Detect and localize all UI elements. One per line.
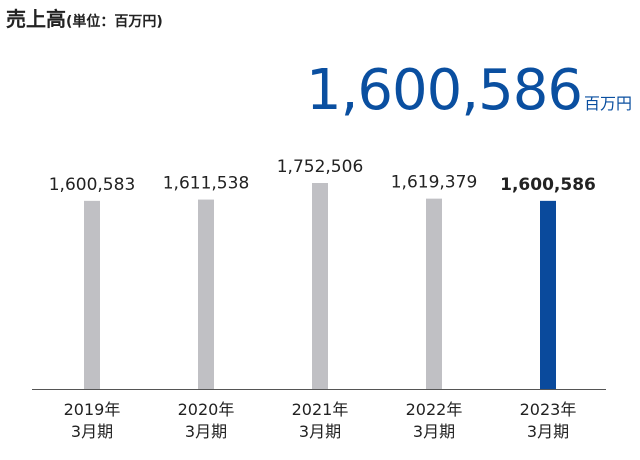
x-tick-label-0-line-1: 3月期 xyxy=(71,422,113,441)
bar-value-label-4: 1,600,586 xyxy=(500,175,596,195)
bar-value-label-1: 1,611,538 xyxy=(163,174,250,194)
bar-2 xyxy=(312,183,328,389)
chart-title: 売上高 xyxy=(6,7,66,31)
bar-value-label-0: 1,600,583 xyxy=(49,175,136,195)
x-tick-label-4-line-1: 3月期 xyxy=(527,422,569,441)
unit-label: (単位：百万円) xyxy=(66,14,163,30)
x-tick-label-3-line-1: 3月期 xyxy=(413,422,455,441)
x-tick-label-1-line-1: 3月期 xyxy=(185,422,227,441)
chart-title-block: 売上高(単位：百万円) xyxy=(6,3,163,32)
x-tick-label-4-line-0: 2023年 xyxy=(520,400,577,419)
bar-4 xyxy=(540,200,556,389)
bar-value-label-3: 1,619,379 xyxy=(391,173,478,193)
bar-value-label-2: 1,752,506 xyxy=(277,157,364,177)
x-tick-label-3-line-0: 2022年 xyxy=(406,400,463,419)
bar-0 xyxy=(84,200,100,389)
headline-figure: 1,600,586 百万円 xyxy=(306,58,632,123)
bar-3 xyxy=(426,198,442,389)
x-tick-label-1-line-0: 2020年 xyxy=(178,400,235,419)
x-tick-label-2-line-0: 2021年 xyxy=(292,400,349,419)
headline-value: 1,600,586 xyxy=(305,58,583,123)
x-tick-label-0-line-0: 2019年 xyxy=(64,400,121,419)
bar-1 xyxy=(198,199,214,389)
headline-unit: 百万円 xyxy=(583,94,632,113)
x-tick-label-2-line-1: 3月期 xyxy=(299,422,341,441)
